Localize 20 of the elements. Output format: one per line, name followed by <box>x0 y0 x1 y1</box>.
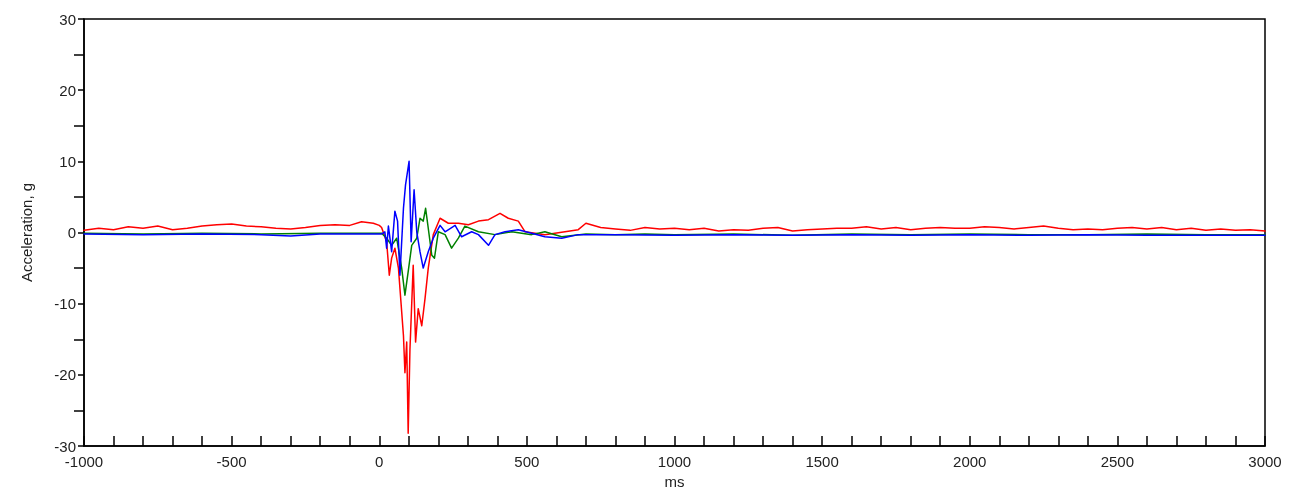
x-tick-label: 1500 <box>805 453 839 470</box>
y-tick-label: -10 <box>54 295 76 313</box>
x-tick-label: -1000 <box>64 453 104 470</box>
x-tick-label: 0 <box>375 453 384 470</box>
y-tick-label: 0 <box>67 224 76 241</box>
x-tick-label: 500 <box>514 453 540 470</box>
x-tick-label: -500 <box>216 453 247 470</box>
x-tick-label: 1000 <box>657 453 692 470</box>
x-tick-label: 2500 <box>1100 453 1135 470</box>
x-axis-title: ms <box>664 473 685 490</box>
y-tick-label: 20 <box>59 81 76 99</box>
line-series <box>83 212 1266 434</box>
y-tick-label: -30 <box>54 437 76 455</box>
y-axis-title: Acceleration, g <box>18 182 35 283</box>
y-tick-label: 10 <box>59 152 76 170</box>
y-tick-label: -20 <box>54 366 76 384</box>
line-series <box>83 160 1266 276</box>
x-tick-label: 2000 <box>953 453 987 470</box>
y-tick-label: 30 <box>59 10 76 28</box>
x-tick-label: 3000 <box>1248 453 1282 470</box>
